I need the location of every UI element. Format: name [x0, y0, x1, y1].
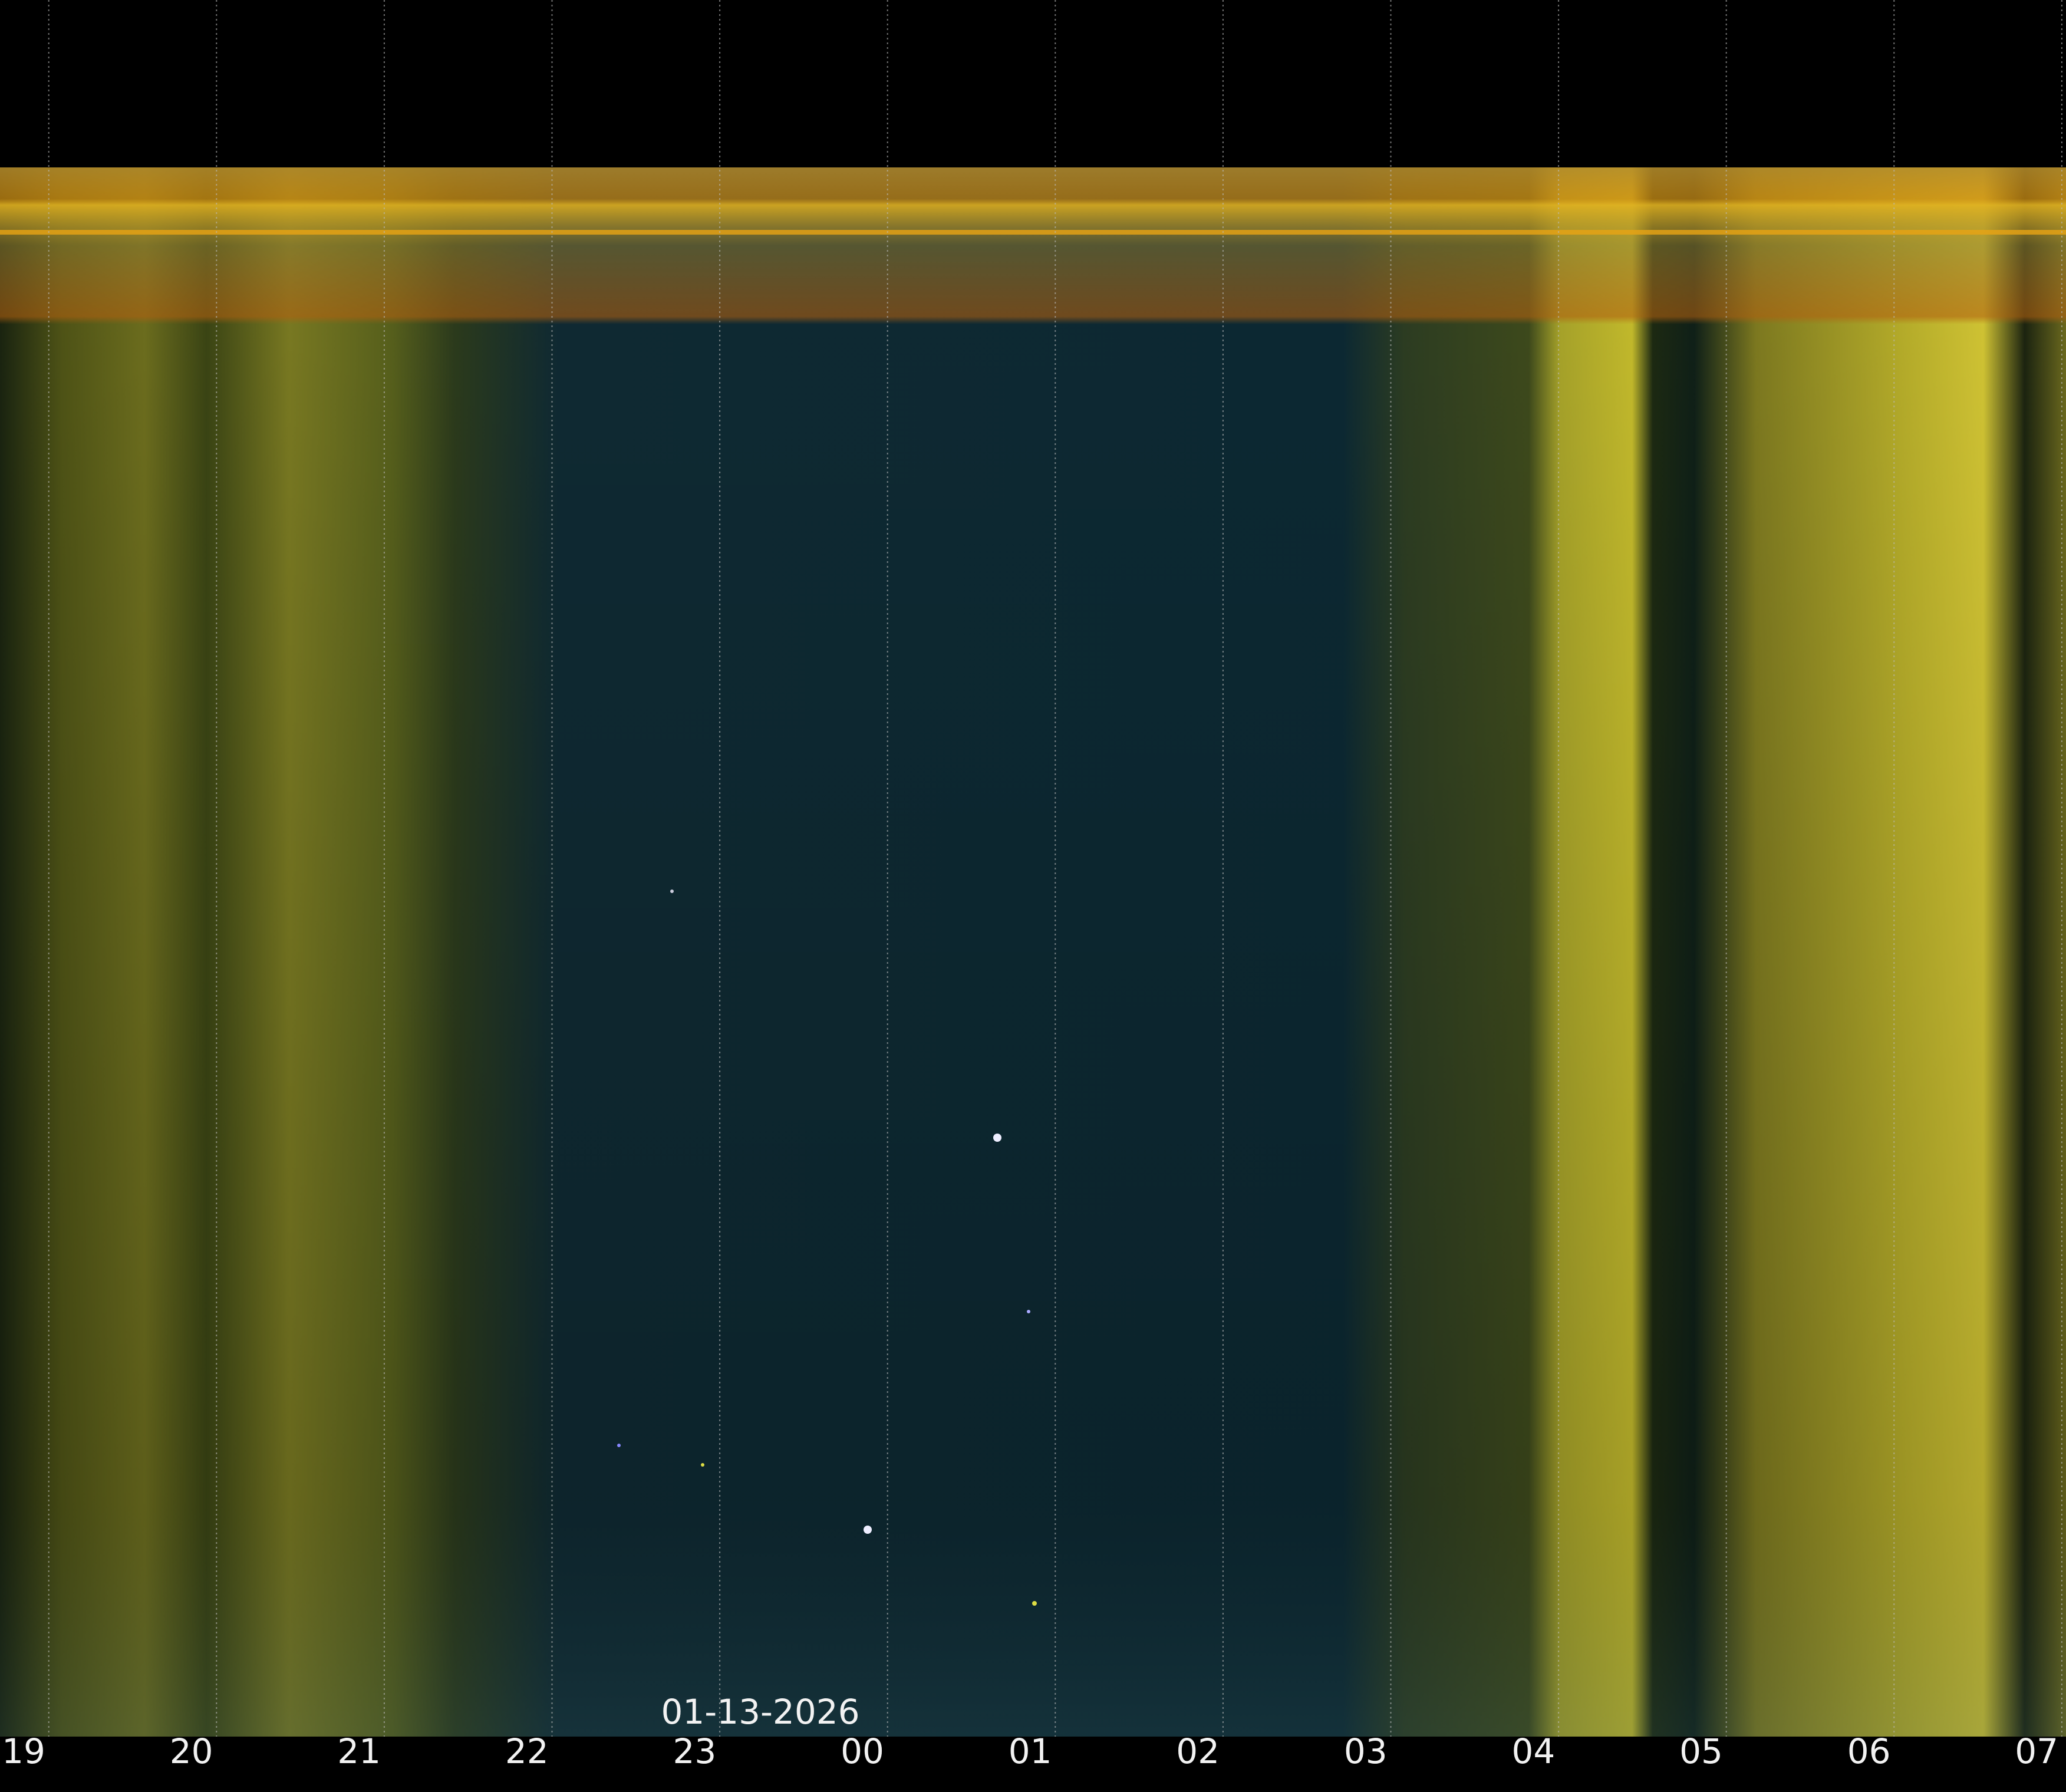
hour-label: 00 [841, 1731, 884, 1771]
hour-label: 04 [1511, 1731, 1555, 1771]
hour-label: 02 [1176, 1731, 1220, 1771]
date-label: 01-13-2026 [661, 1692, 859, 1732]
star [701, 1463, 704, 1467]
hour-label: 07 [2015, 1731, 2058, 1771]
hour-label: 23 [673, 1731, 716, 1771]
hour-label: 22 [505, 1731, 549, 1771]
hour-grid [48, 0, 2062, 1737]
hour-label: 06 [1847, 1731, 1891, 1771]
horizon-line [0, 230, 2066, 235]
star [993, 1134, 1001, 1142]
hour-label: 05 [1679, 1731, 1723, 1771]
hour-label: 03 [1344, 1731, 1388, 1771]
label-strip [0, 1737, 2066, 1792]
star [1032, 1601, 1037, 1606]
sky-shade [0, 167, 2066, 1737]
hour-label: 19 [2, 1731, 45, 1771]
star [670, 890, 674, 893]
horizon-band [0, 167, 2066, 324]
star [617, 1444, 621, 1447]
star [864, 1526, 872, 1534]
hour-label: 20 [170, 1731, 213, 1771]
star [1027, 1310, 1030, 1313]
hour-label: 21 [337, 1731, 381, 1771]
hour-label: 01 [1009, 1731, 1052, 1771]
stars [617, 890, 1037, 1606]
